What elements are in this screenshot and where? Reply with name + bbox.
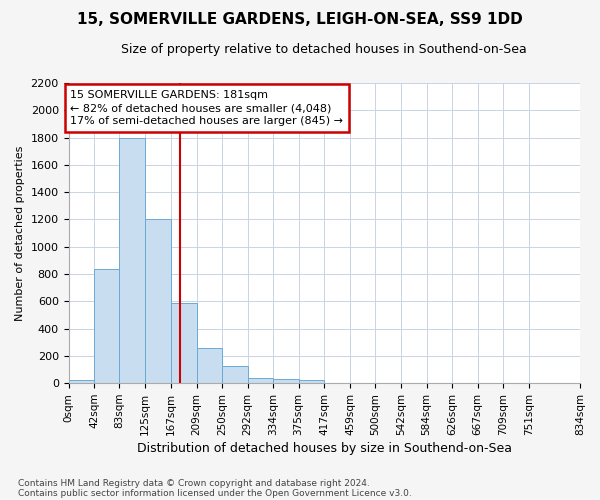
- Bar: [274, 379, 299, 383]
- Bar: [222, 366, 248, 383]
- Bar: [68, 380, 94, 383]
- Text: 15, SOMERVILLE GARDENS, LEIGH-ON-SEA, SS9 1DD: 15, SOMERVILLE GARDENS, LEIGH-ON-SEA, SS…: [77, 12, 523, 28]
- Text: Contains public sector information licensed under the Open Government Licence v3: Contains public sector information licen…: [18, 488, 412, 498]
- Bar: [248, 378, 274, 383]
- Bar: [171, 302, 197, 383]
- Text: 15 SOMERVILLE GARDENS: 181sqm
← 82% of detached houses are smaller (4,048)
17% o: 15 SOMERVILLE GARDENS: 181sqm ← 82% of d…: [70, 90, 343, 126]
- Text: Contains HM Land Registry data © Crown copyright and database right 2024.: Contains HM Land Registry data © Crown c…: [18, 478, 370, 488]
- Bar: [197, 348, 222, 383]
- Title: Size of property relative to detached houses in Southend-on-Sea: Size of property relative to detached ho…: [121, 42, 527, 56]
- Bar: [119, 138, 145, 383]
- Bar: [299, 380, 324, 383]
- Bar: [94, 268, 119, 383]
- Y-axis label: Number of detached properties: Number of detached properties: [15, 146, 25, 321]
- X-axis label: Distribution of detached houses by size in Southend-on-Sea: Distribution of detached houses by size …: [137, 442, 512, 455]
- Bar: [145, 220, 171, 383]
